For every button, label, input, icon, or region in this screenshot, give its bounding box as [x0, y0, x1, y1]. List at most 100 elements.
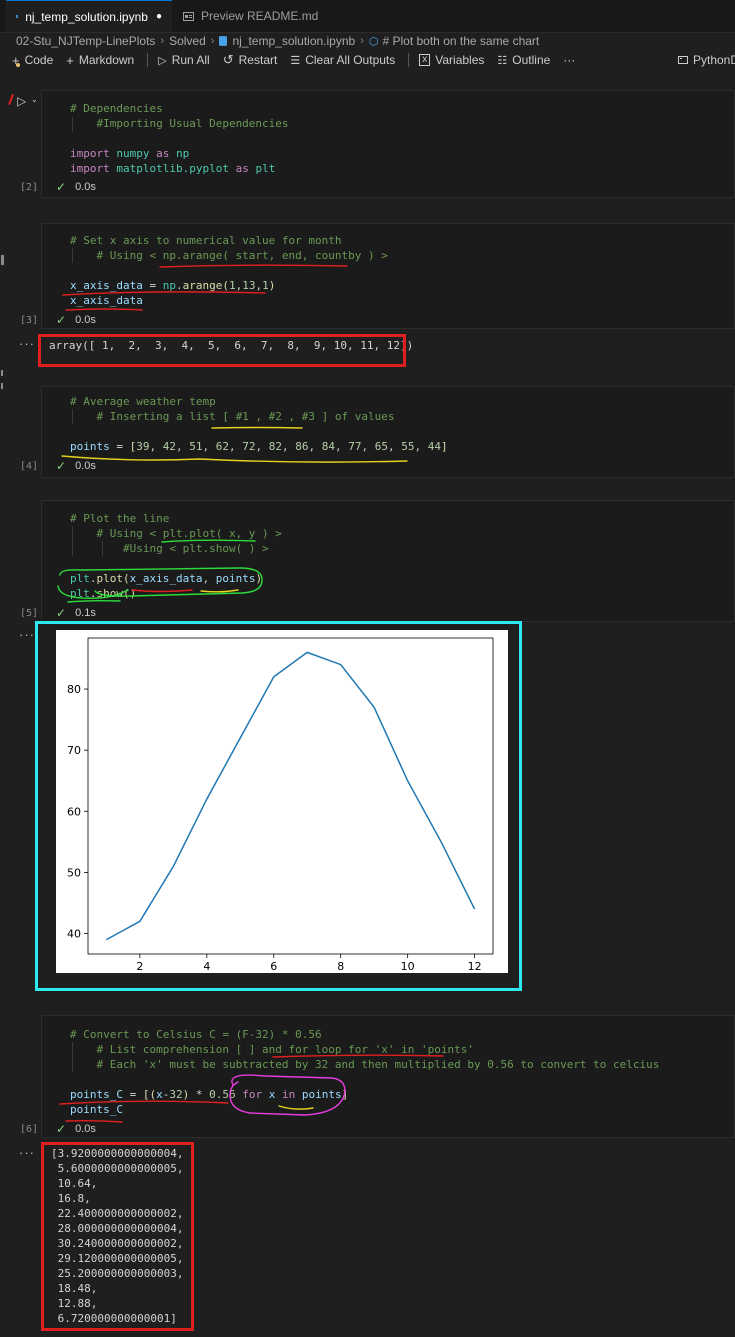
outline-icon: ☷	[497, 54, 508, 67]
scroll-marker	[1, 383, 3, 389]
button-label: Markdown	[78, 53, 135, 67]
highlight-box	[41, 1142, 194, 1331]
kernel-name: PythonD	[693, 53, 735, 67]
cell-symbol-icon: ⬡	[368, 35, 379, 48]
tab-nj-temp-solution[interactable]: nj_temp_solution.ipynb ●	[6, 0, 172, 32]
output-line: 28.000000000000004,	[51, 1222, 184, 1235]
y-tick-label: 50	[67, 866, 81, 879]
execution-count: [4]	[20, 461, 39, 472]
cell-output: [3.9200000000000004, 5.6000000000000005,…	[51, 1146, 183, 1326]
notebook-icon	[16, 15, 19, 18]
code-editor[interactable]: # Plot the line # Using < plt.plot( x, y…	[70, 512, 282, 600]
y-tick-label: 70	[67, 744, 81, 757]
variables-icon: x	[419, 54, 431, 66]
button-label: Outline	[512, 53, 551, 67]
code-editor[interactable]: # Dependencies #Importing Usual Dependen…	[70, 102, 289, 175]
button-label: Variables	[435, 53, 485, 67]
highlight-box	[38, 334, 406, 367]
y-tick-label: 80	[67, 683, 81, 696]
execution-time: 0.1s	[75, 607, 96, 619]
run-all-icon: ▷	[158, 54, 167, 67]
x-tick-label: 2	[136, 960, 143, 973]
kernel-picker[interactable]: PythonD	[678, 53, 735, 67]
breadcrumb: 02-Stu_NJTemp-LinePlots › Solved › nj_te…	[0, 32, 735, 50]
clear-all-outputs-button[interactable]: ☰ Clear All Outputs	[290, 53, 395, 67]
unsaved-dot-icon[interactable]: ●	[155, 11, 162, 22]
x-tick-label: 12	[468, 960, 482, 973]
x-tick-label: 10	[401, 960, 415, 973]
indent-guide	[72, 409, 73, 424]
indent-guide	[102, 541, 103, 556]
code-editor[interactable]: # Average weather temp # Inserting a lis…	[70, 395, 448, 453]
indent-guide	[72, 1042, 73, 1072]
toolbar-divider	[147, 53, 149, 67]
notebook-cell[interactable]	[41, 223, 735, 329]
cell-status: ✓ 0.0s	[56, 313, 96, 327]
check-icon: ✓	[56, 1122, 67, 1136]
chevron-down-icon[interactable]: ⌄	[31, 95, 38, 104]
execution-count: [5]	[20, 608, 39, 619]
plus-icon: +	[12, 52, 20, 68]
restart-icon: ↺	[222, 52, 234, 67]
output-line: 29.120000000000005,	[51, 1252, 184, 1265]
tab-preview-readme[interactable]: Preview README.md	[173, 0, 343, 32]
y-tick-label: 40	[67, 928, 81, 941]
output-more-icon[interactable]: ···	[19, 627, 35, 642]
notebook-icon	[219, 36, 228, 46]
indent-guide	[72, 117, 73, 132]
toolbar-divider	[408, 53, 410, 67]
breadcrumb-folder[interactable]: Solved	[169, 34, 206, 48]
cell-status: ✓ 0.1s	[56, 606, 96, 620]
button-label: Code	[24, 53, 54, 67]
restart-button[interactable]: ↺ Restart	[223, 52, 278, 68]
code-editor[interactable]: # Set x axis to numerical value for mont…	[70, 234, 388, 307]
kernel-icon	[678, 56, 688, 64]
breadcrumb-folder[interactable]: 02-Stu_NJTemp-LinePlots	[16, 34, 156, 48]
notebook-cell[interactable]	[41, 500, 735, 622]
editor-tab-bar: nj_temp_solution.ipynb ● Preview README.…	[0, 0, 735, 33]
output-line: 25.200000000000003,	[51, 1267, 184, 1280]
add-code-cell-button[interactable]: + Code	[12, 53, 53, 68]
button-label: Restart	[238, 53, 278, 67]
add-markdown-cell-button[interactable]: + Markdown	[66, 53, 134, 68]
tab-label: nj_temp_solution.ipynb	[25, 9, 148, 24]
scroll-marker	[1, 255, 4, 265]
code-editor[interactable]: # Convert to Celsius C = (F-32) * 0.56 #…	[70, 1028, 660, 1116]
check-icon: ✓	[56, 180, 67, 194]
clear-outputs-icon: ☰	[290, 54, 301, 67]
plus-icon: +	[66, 52, 74, 68]
breadcrumb-symbol[interactable]: # Plot both on the same chart	[382, 34, 540, 48]
chevron-right-icon: ›	[210, 35, 215, 47]
variables-button[interactable]: x Variables	[419, 53, 484, 67]
more-actions-button[interactable]: ···	[563, 53, 575, 67]
output-line: 10.64,	[51, 1177, 98, 1190]
x-tick-label: 8	[337, 960, 344, 973]
notebook-cell[interactable]	[41, 1015, 735, 1138]
output-line: 5.6000000000000005,	[51, 1162, 184, 1175]
check-icon: ✓	[56, 459, 67, 473]
tab-label: Preview README.md	[201, 9, 319, 23]
execution-time: 0.0s	[75, 460, 96, 472]
breadcrumb-file[interactable]: nj_temp_solution.ipynb	[232, 34, 356, 48]
outline-button[interactable]: ☷ Outline	[497, 53, 550, 67]
output-line: 6.720000000000001]	[51, 1312, 177, 1325]
execution-count: [6]	[20, 1124, 39, 1135]
plot-frame	[87, 637, 494, 955]
button-label: Clear All Outputs	[305, 53, 396, 67]
run-cell-button[interactable]: ▷	[17, 94, 27, 108]
run-all-button[interactable]: ▷ Run All	[158, 53, 210, 67]
output-more-icon[interactable]: ···	[19, 336, 35, 351]
plot-output: 2 4 6 8 10 12 40 50 60 70 80	[56, 630, 508, 973]
output-line: 22.400000000000002,	[51, 1207, 184, 1220]
execution-time: 0.0s	[75, 1123, 96, 1135]
check-icon: ✓	[56, 313, 67, 327]
output-more-icon[interactable]: ···	[19, 1145, 35, 1160]
change-marker	[16, 63, 20, 67]
output-line: [3.9200000000000004,	[51, 1147, 184, 1160]
notebook-cell[interactable]	[41, 90, 735, 198]
x-tick-label: 6	[270, 960, 277, 973]
line-chart: 2 4 6 8 10 12 40 50 60 70 80	[67, 637, 494, 973]
execution-count: [2]	[20, 182, 39, 193]
execution-time: 0.0s	[75, 181, 96, 193]
execution-count: [3]	[20, 315, 39, 326]
